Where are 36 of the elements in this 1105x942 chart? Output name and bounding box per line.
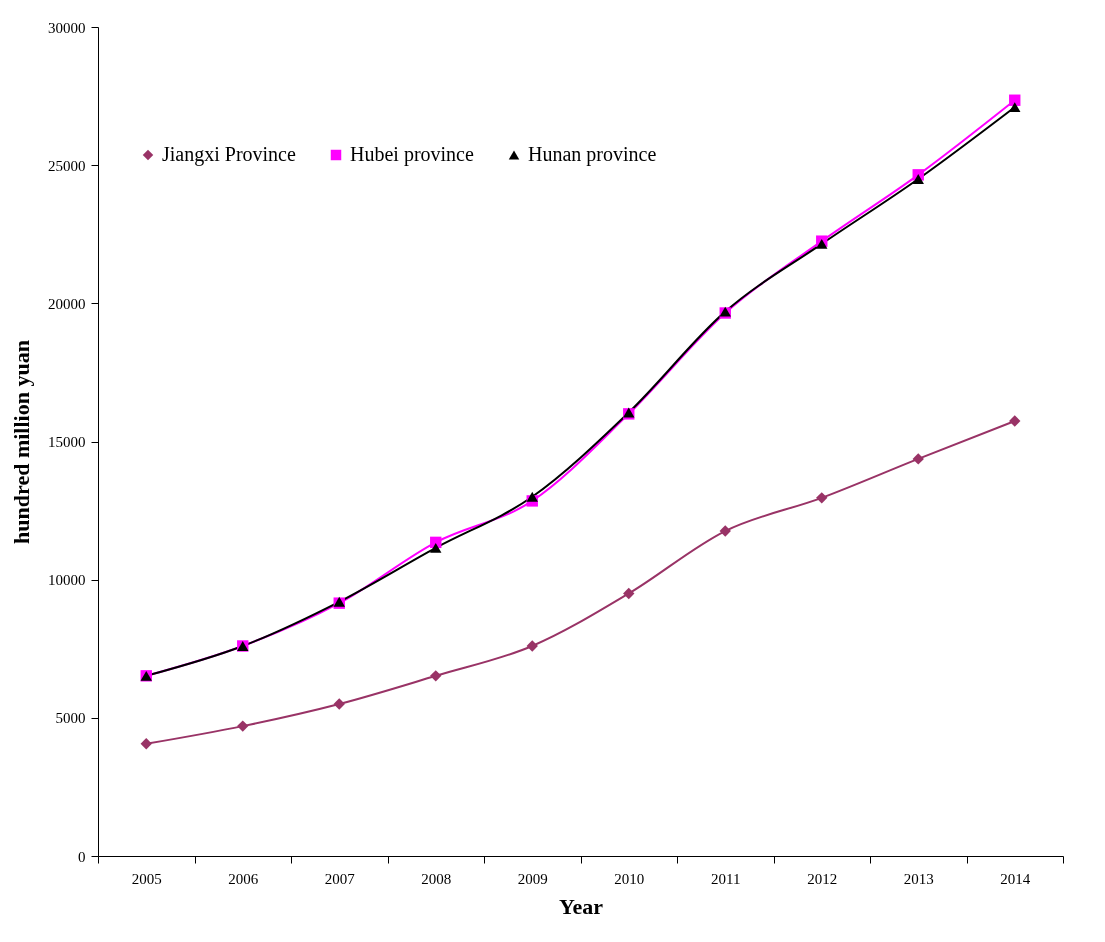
y-tick-label: 20000 xyxy=(48,295,86,312)
x-tick-label: 2012 xyxy=(807,870,838,887)
y-tick-label: 0 xyxy=(78,848,86,865)
point xyxy=(912,453,924,465)
x-tick-label: 2005 xyxy=(131,870,162,887)
x-tick-label: 2011 xyxy=(711,870,741,887)
x-tick-label: 2007 xyxy=(324,870,356,887)
x-tick-label: 2013 xyxy=(903,870,934,887)
point xyxy=(1009,102,1021,113)
x-axis-title: Year xyxy=(559,893,604,919)
x-tick-label: 2010 xyxy=(614,870,645,887)
x-tick-label: 2009 xyxy=(517,870,548,887)
y-tick-label: 15000 xyxy=(48,434,86,450)
y-tick-label: 25000 xyxy=(48,157,86,174)
x-tick-label: 2008 xyxy=(421,870,452,887)
legend-label: Jiangxi Province xyxy=(162,143,296,166)
point xyxy=(430,670,442,682)
point xyxy=(912,174,924,184)
point xyxy=(140,738,152,750)
legend-label: Hubei province xyxy=(350,143,474,166)
point xyxy=(237,720,249,732)
point xyxy=(430,542,442,553)
point xyxy=(333,698,345,710)
x-tick-label: 2014 xyxy=(1000,870,1031,887)
x-tick-label: 2006 xyxy=(228,870,259,887)
y-tick-label: 10000 xyxy=(48,572,86,589)
point xyxy=(526,491,538,502)
legend-label: Hunan province xyxy=(528,143,657,166)
point xyxy=(719,525,731,537)
point xyxy=(526,640,538,652)
point xyxy=(1009,415,1021,427)
y-tick-label: 30000 xyxy=(48,19,86,36)
y-axis-title: hundred million yuan xyxy=(9,340,34,544)
point xyxy=(623,587,635,600)
y-tick-label: 5000 xyxy=(55,710,86,727)
point xyxy=(816,492,828,504)
